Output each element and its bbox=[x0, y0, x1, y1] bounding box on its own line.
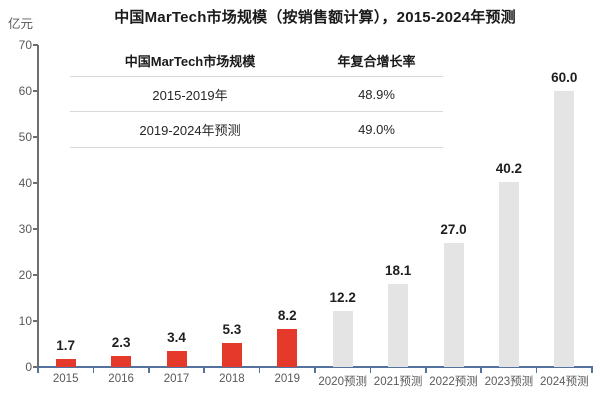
bar-forecast-2021预测 bbox=[388, 283, 409, 367]
cagr-table-header-row: 中国MarTech市场规模 年复合增长率 bbox=[70, 45, 443, 77]
cagr-period-value: 49.0% bbox=[358, 122, 395, 137]
x-axis-category-label: 2019 bbox=[274, 373, 301, 385]
y-axis-tick bbox=[33, 228, 38, 230]
x-axis-category-label: 2021预测 bbox=[373, 376, 423, 388]
bar-value-label: 8.2 bbox=[277, 308, 297, 324]
cagr-table: 中国MarTech市场规模 年复合增长率 2015-2019年 48.9% 20… bbox=[70, 45, 443, 148]
x-axis-line bbox=[37, 366, 593, 368]
y-axis-tick-label: 50 bbox=[18, 130, 32, 144]
cagr-period-label: 2019-2024年预测 bbox=[139, 123, 241, 138]
bar-value-label: 5.3 bbox=[222, 321, 242, 337]
x-axis-tick bbox=[591, 368, 593, 373]
y-axis-tick-label: 60 bbox=[18, 84, 32, 98]
bar-value-label: 2.3 bbox=[111, 335, 131, 351]
bar-value-label: 60.0 bbox=[551, 70, 578, 85]
bar-value-label: 18.1 bbox=[384, 262, 412, 278]
cagr-table-row-2015-2019: 2015-2019年 48.9% bbox=[70, 77, 443, 112]
cagr-table-row-2019-2024: 2019-2024年预测 49.0% bbox=[70, 112, 443, 148]
bar-forecast-2023预测 bbox=[498, 182, 519, 367]
x-axis-tick bbox=[369, 368, 372, 373]
x-axis-tick bbox=[258, 368, 261, 373]
bar-actual-2016 bbox=[111, 356, 132, 367]
x-axis-tick bbox=[425, 368, 427, 373]
bar-value-label: 27.0 bbox=[440, 221, 467, 237]
cagr-header-growth-rate: 年复合增长率 bbox=[337, 54, 416, 69]
bar-actual-2018 bbox=[221, 342, 242, 367]
y-axis-tick-label: 30 bbox=[18, 222, 32, 236]
bar-forecast-2020预测 bbox=[332, 310, 353, 367]
x-axis-tick bbox=[203, 368, 205, 373]
cagr-period-value: 48.9% bbox=[358, 86, 395, 102]
x-axis-category-label: 2017 bbox=[163, 373, 190, 385]
y-axis-tick bbox=[33, 136, 38, 138]
cagr-header-market-size: 中国MarTech市场规模 bbox=[124, 54, 256, 69]
y-axis-tick bbox=[33, 44, 38, 46]
chart-title: 中国MarTech市场规模（按销售额计算），2015-2024年预测 bbox=[114, 9, 516, 26]
bar-actual-2015 bbox=[55, 359, 76, 367]
x-axis-tick bbox=[37, 368, 39, 373]
bar-forecast-2022预测 bbox=[443, 242, 464, 367]
x-axis-tick bbox=[480, 368, 482, 373]
x-axis-category-label: 2023预测 bbox=[484, 376, 534, 388]
y-axis-tick-label: 40 bbox=[18, 176, 32, 190]
y-axis-tick bbox=[33, 320, 38, 322]
x-axis-category-label: 2016 bbox=[108, 373, 134, 385]
y-axis-tick-label: 10 bbox=[18, 314, 32, 328]
bar-actual-2017 bbox=[166, 351, 187, 367]
x-axis-category-label: 2020预测 bbox=[318, 376, 367, 388]
y-axis-line bbox=[37, 45, 39, 367]
x-axis-category-label: 2018 bbox=[219, 373, 245, 385]
x-axis-tick bbox=[148, 368, 150, 373]
x-axis-tick bbox=[535, 368, 538, 373]
x-axis-category-label: 2022预测 bbox=[429, 376, 478, 388]
cagr-period-label: 2015-2019年 bbox=[152, 87, 228, 103]
bar-value-label: 40.2 bbox=[495, 161, 523, 177]
y-axis-tick-label: 20 bbox=[18, 268, 32, 282]
y-axis-tick bbox=[33, 366, 38, 368]
x-axis-category-label: 2024预测 bbox=[540, 376, 589, 388]
y-axis-tick bbox=[33, 90, 38, 92]
x-axis-tick bbox=[92, 368, 95, 373]
bar-forecast-2024预测 bbox=[554, 91, 575, 367]
y-axis-tick bbox=[33, 182, 38, 184]
bar-value-label: 1.7 bbox=[56, 338, 76, 354]
y-axis-unit-label: 亿元 bbox=[8, 17, 34, 31]
x-axis-category-label: 2015 bbox=[52, 373, 79, 385]
y-axis-tick-label: 0 bbox=[25, 360, 32, 374]
bar-value-label: 12.2 bbox=[329, 289, 356, 305]
bar-actual-2019 bbox=[277, 329, 298, 367]
y-axis-tick bbox=[33, 274, 38, 276]
y-axis-tick-label: 70 bbox=[18, 38, 32, 52]
bar-value-label: 3.4 bbox=[167, 330, 186, 346]
x-axis-tick bbox=[314, 368, 316, 373]
